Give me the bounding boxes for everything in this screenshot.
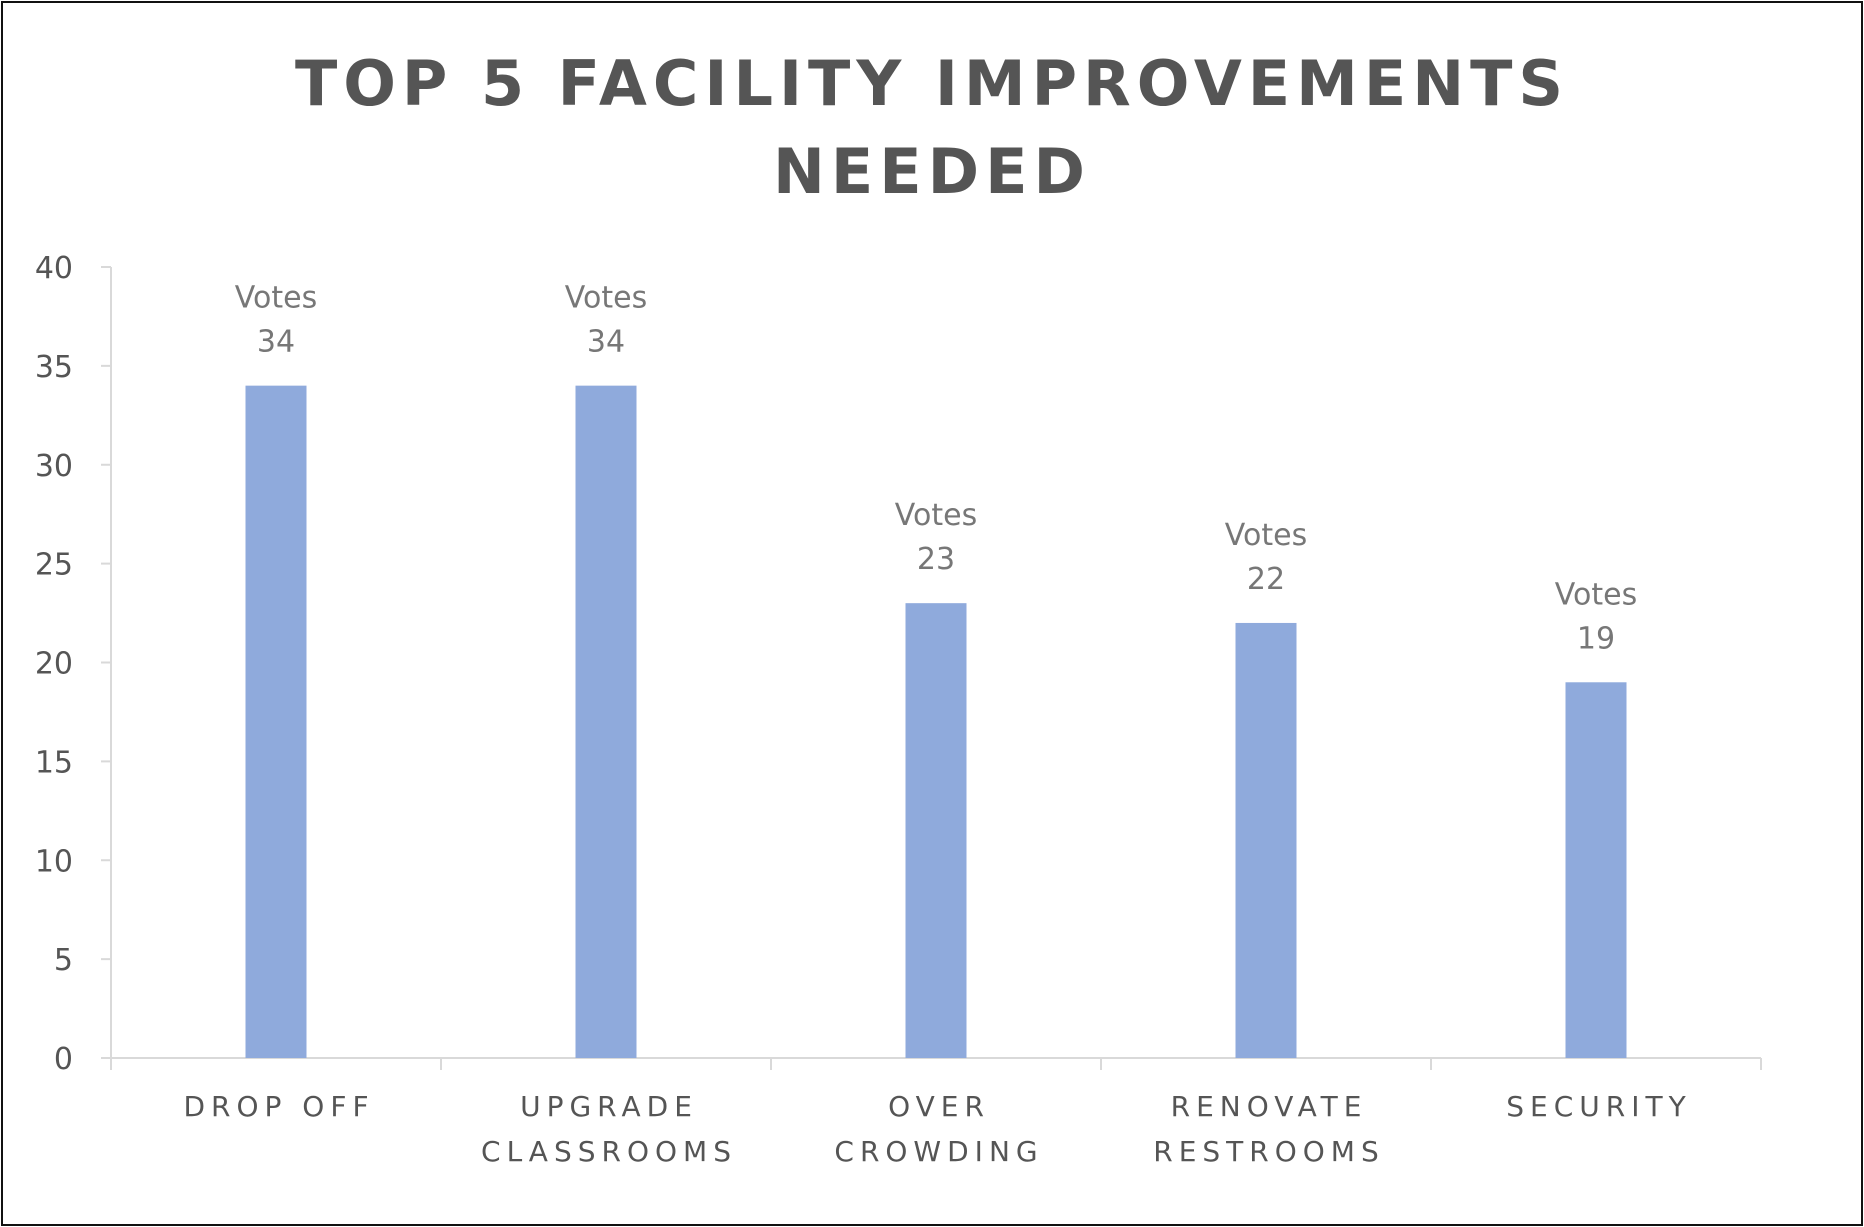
data-label-value: 23 <box>917 542 955 577</box>
data-label-series: Votes <box>895 498 977 533</box>
chart-title: TOP 5 FACILITY IMPROVEMENTS NEEDED <box>0 40 1864 216</box>
bar <box>905 603 967 1058</box>
data-label-series: Votes <box>235 281 317 316</box>
data-label-series: Votes <box>1555 577 1637 612</box>
bar <box>575 385 637 1058</box>
bar <box>245 385 307 1058</box>
y-tick-label: 10 <box>35 844 73 879</box>
y-axis: 0 5 10 15 20 25 30 35 40 <box>35 251 112 1077</box>
bar <box>1565 682 1627 1058</box>
category-labels: DROP OFF UPGRADE CLASSROOMS OVER CROWDING REN… <box>183 1090 1691 1168</box>
y-tick-label: 5 <box>54 943 73 978</box>
bar <box>1235 622 1297 1058</box>
category-label: UPGRADE <box>520 1090 698 1123</box>
y-tick-label: 25 <box>35 548 73 583</box>
y-tick-label: 20 <box>35 647 73 682</box>
chart-title-line-2: NEEDED <box>773 135 1091 208</box>
data-label-value: 22 <box>1247 562 1285 597</box>
y-tick-label: 0 <box>54 1042 73 1077</box>
category-label: CLASSROOMS <box>481 1135 737 1168</box>
data-label-value: 34 <box>587 325 625 360</box>
category-label: RENOVATE <box>1171 1090 1368 1123</box>
category-label: DROP OFF <box>183 1090 374 1123</box>
data-label-value: 19 <box>1577 621 1615 656</box>
y-tick-label: 35 <box>35 350 73 385</box>
chart-title-line-1: TOP 5 FACILITY IMPROVEMENTS <box>294 47 1570 120</box>
bars <box>245 385 1627 1058</box>
data-labels: Votes 34 Votes 34 Votes 23 Votes 22 Votes 19 <box>235 281 1637 657</box>
category-label: OVER <box>888 1090 990 1123</box>
y-tick-label: 15 <box>35 745 73 780</box>
data-label-series: Votes <box>565 281 647 316</box>
data-label-series: Votes <box>1225 518 1307 553</box>
y-tick-label: 30 <box>35 449 73 484</box>
category-label: SECURITY <box>1506 1090 1691 1123</box>
x-axis <box>110 1057 1762 1070</box>
category-label: CROWDING <box>834 1135 1043 1168</box>
category-label: RESTROOMS <box>1153 1135 1385 1168</box>
data-label-value: 34 <box>257 325 295 360</box>
y-tick-label: 40 <box>35 251 73 286</box>
